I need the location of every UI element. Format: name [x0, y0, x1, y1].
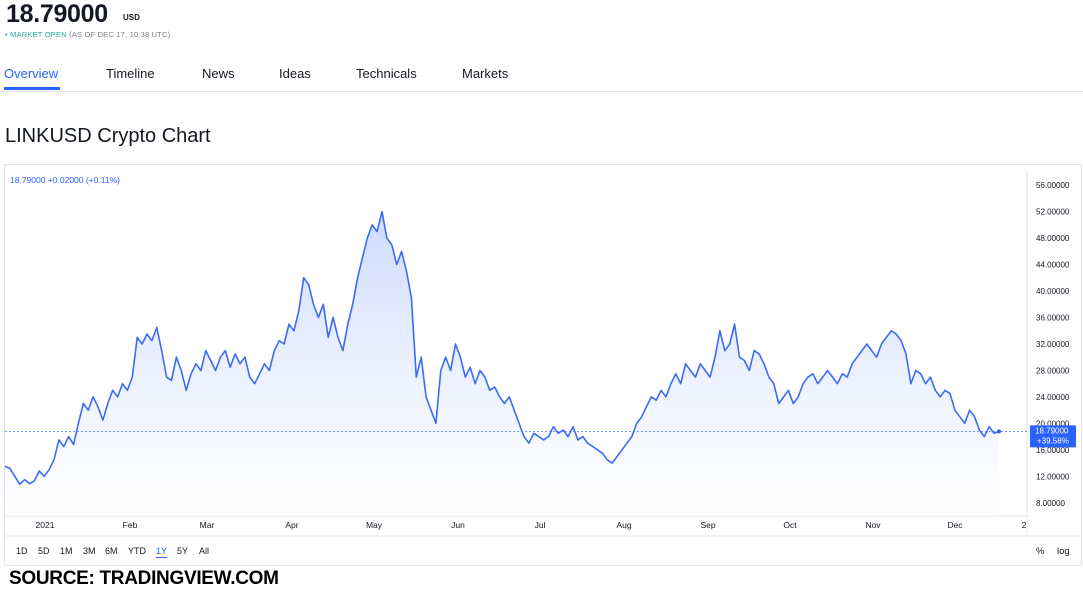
price-axis-tick-label: 24.00000 [1036, 393, 1070, 402]
tab-bar: Overview Timeline News Ideas Technicals … [0, 58, 1083, 92]
time-axis-tick-label: Aug [616, 520, 631, 530]
range-5y[interactable]: 5Y [177, 546, 189, 556]
price-axis[interactable]: 56.00000 52.00000 48.00000 44.00000 40.00000… [1036, 181, 1070, 508]
active-tab-indicator [4, 87, 60, 90]
tab-timeline[interactable]: Timeline [106, 66, 155, 81]
last-price-badge-change: +39.58% [1037, 436, 1069, 445]
price-axis-tick-label: 12.00000 [1036, 472, 1070, 481]
range-all[interactable]: All [199, 546, 210, 556]
time-axis-tick-label: Jul [535, 520, 546, 530]
range-3m[interactable]: 3M [83, 546, 96, 556]
price-axis-tick-label: 48.00000 [1036, 234, 1070, 243]
range-5d[interactable]: 5D [38, 546, 50, 556]
source-caption: SOURCE: TRADINGVIEW.COM [9, 568, 279, 589]
price-axis-tick-label: 8.00000 [1036, 499, 1065, 508]
page-title: LINKUSD Crypto Chart [5, 125, 211, 147]
last-price-badge: 18.79000 +39.58% [1030, 425, 1076, 448]
market-open-dot-icon: • [5, 30, 8, 39]
price-axis-tick-label: 52.00000 [1036, 208, 1070, 217]
currency-label: USD [123, 13, 140, 22]
time-axis-tick-label: Mar [200, 520, 215, 530]
price-axis-tick-label: 28.00000 [1036, 366, 1070, 375]
percent-scale-toggle[interactable]: % [1036, 546, 1045, 557]
time-axis[interactable]: 2021 Feb Mar Apr May Jun Jul Aug Sep Oct Nov Dec 2 [36, 520, 1027, 530]
tab-markets[interactable]: Markets [462, 66, 509, 81]
range-6m[interactable]: 6M [105, 546, 118, 556]
range-1m[interactable]: 1M [60, 546, 73, 556]
price-axis-tick-label: 16.00000 [1036, 446, 1070, 455]
time-axis-tick-label: May [366, 520, 383, 530]
price-line [4, 210, 1000, 485]
last-price-dot [997, 429, 1001, 434]
time-axis-tick-label: Sep [700, 520, 715, 530]
time-axis-tick-label: Feb [123, 520, 138, 530]
market-open-text: MARKET OPEN [10, 30, 67, 39]
time-axis-tick-label: Dec [947, 520, 963, 530]
last-price-badge-value: 18.79000 [1035, 426, 1069, 435]
price-axis-tick-label: 20.00000 [1036, 419, 1070, 428]
time-axis-tick-label: Jun [451, 520, 465, 530]
current-price: 18.79000 [6, 0, 108, 28]
range-1y[interactable]: 1Y [156, 546, 168, 558]
tab-ideas[interactable]: Ideas [279, 66, 311, 81]
chart-legend-value: 18.79000 +0.02000 (+0.11%) [10, 175, 120, 185]
market-status-time: (AS OF DEC 17, 10:38 UTC) [69, 30, 171, 39]
price-area-fill [5, 211, 999, 516]
log-scale-toggle[interactable]: log [1057, 546, 1070, 557]
tab-news[interactable]: News [202, 66, 235, 81]
price-axis-tick-label: 44.00000 [1036, 261, 1070, 270]
time-axis-tick-label: 2021 [36, 520, 55, 530]
tab-overview[interactable]: Overview [4, 66, 59, 81]
market-status: • MARKET OPEN (AS OF DEC 17, 10:38 UTC) [5, 30, 170, 39]
price-axis-tick-label: 36.00000 [1036, 314, 1070, 323]
price-axis-tick-label: 56.00000 [1036, 181, 1070, 190]
price-axis-tick-label: 40.00000 [1036, 287, 1070, 296]
range-1d[interactable]: 1D [16, 546, 28, 556]
range-ytd[interactable]: YTD [128, 546, 146, 556]
time-axis-tick-label: Oct [783, 520, 797, 530]
tab-technicals[interactable]: Technicals [356, 66, 417, 81]
time-axis-tick-label: 2 [1022, 520, 1027, 530]
time-axis-tick-label: Nov [865, 520, 881, 530]
time-axis-tick-label: Apr [285, 520, 298, 530]
price-axis-tick-label: 32.00000 [1036, 340, 1070, 349]
